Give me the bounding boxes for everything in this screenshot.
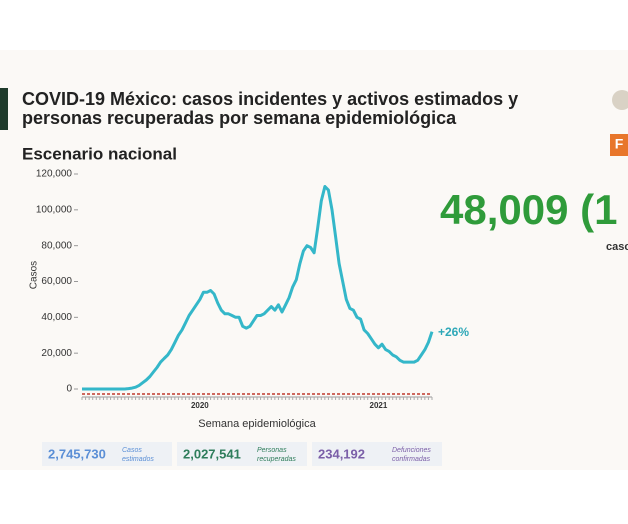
big-number: 48,009 (1 — [440, 186, 617, 233]
annotation: +26% — [438, 325, 469, 339]
y-tick-label: 60,000 — [41, 276, 72, 287]
y-tick-label: 80,000 — [41, 240, 72, 251]
stat-label: recuperadas — [257, 456, 296, 463]
y-tick-label: 0 — [66, 384, 72, 395]
subtitle: Escenario nacional — [22, 144, 177, 163]
badge — [610, 134, 628, 156]
stat-box — [177, 442, 307, 466]
stat-value: 2,027,541 — [183, 446, 241, 461]
x-tick-label: 2020 — [191, 401, 209, 410]
badge-text: F — [615, 136, 624, 152]
stat-label: confirmadas — [392, 456, 431, 463]
x-tick-label: 2021 — [370, 401, 388, 410]
stats: 2,745,730 Casos estimados 2,027,541 Personas… — [42, 442, 442, 466]
line-series — [82, 185, 434, 391]
y-axis-label: Casos — [29, 261, 40, 289]
big-caption: caso — [606, 241, 628, 253]
stat-label: Casos — [122, 447, 142, 454]
title-line: personas recuperadas por semana epidemio… — [22, 108, 457, 128]
accent-bar — [0, 88, 8, 130]
y-tick-label: 120,000 — [36, 169, 73, 180]
stat-label: Defunciones — [392, 447, 431, 454]
title-line: COVID-19 México: casos incidentes y acti… — [22, 89, 518, 109]
y-tick-label: 40,000 — [41, 312, 72, 323]
stat-value: 234,192 — [318, 446, 365, 461]
x-axis-label: Semana epidemiológica — [198, 418, 316, 430]
stat-box — [312, 442, 442, 466]
stat-value: 2,745,730 — [48, 446, 106, 461]
logo — [612, 90, 628, 110]
stat-label: Personas — [257, 447, 287, 454]
y-tick-label: 20,000 — [41, 348, 72, 359]
y-tick-label: 100,000 — [36, 204, 73, 215]
stat-box — [42, 442, 172, 466]
stat-label: estimados — [122, 456, 154, 463]
